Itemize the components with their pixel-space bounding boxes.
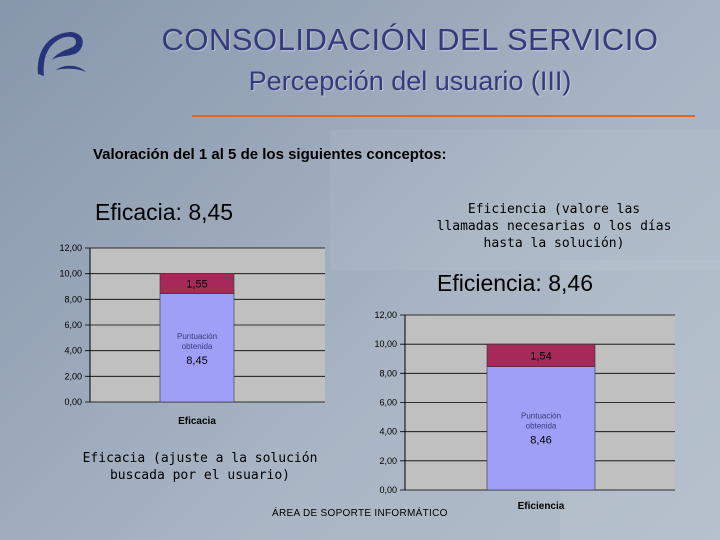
bar-remainder-label: 1,54 xyxy=(530,350,551,362)
eficacia-note: Eficacia (ajuste a la solución buscada p… xyxy=(82,451,318,483)
series-name-label: Puntuación xyxy=(521,411,561,420)
title-divider xyxy=(192,115,695,117)
y-tick-label: 4,00 xyxy=(64,346,82,356)
y-tick-label: 6,00 xyxy=(379,398,397,408)
series-name-label: obtenida xyxy=(182,342,213,351)
eficacia-heading: Eficacia: 8,45 xyxy=(95,199,234,225)
y-tick-label: 12,00 xyxy=(59,243,82,253)
bar-score xyxy=(486,366,596,491)
y-tick-label: 0,00 xyxy=(379,485,397,495)
y-tick-label: 12,00 xyxy=(374,310,397,320)
category-label: Eficiencia xyxy=(518,501,565,512)
bar-score-label: 8,45 xyxy=(186,355,207,367)
y-tick-label: 10,00 xyxy=(374,339,397,349)
y-tick-label: 10,00 xyxy=(59,269,82,279)
category-label: Eficacia xyxy=(178,416,216,427)
eficiencia-chart: 0,00 2,00 4,00 6,00 8,00 10,00 12,00 Puntuación… xyxy=(374,310,675,512)
y-tick-label: 2,00 xyxy=(379,456,397,466)
bar-remainder xyxy=(486,343,596,367)
y-tick-label: 4,00 xyxy=(379,427,397,437)
logo-icon xyxy=(37,32,86,76)
bar-remainder xyxy=(159,273,235,294)
series-name-label: obtenida xyxy=(526,421,557,430)
eficiencia-note: Eficiencia (valore las llamadas necesari… xyxy=(436,202,672,251)
footer-text: ÁREA DE SOPORTE INFORMÁTICO xyxy=(272,508,448,519)
bar-score xyxy=(159,293,235,403)
background-panel-top xyxy=(330,130,720,270)
page-subtitle: Percepción del usuario (III) xyxy=(248,66,572,96)
intro-text: Valoración del 1 al 5 de los siguientes … xyxy=(93,146,447,163)
y-tick-label: 8,00 xyxy=(379,368,397,378)
page-title: CONSOLIDACIÓN DEL SERVICIO xyxy=(161,22,659,57)
bar-remainder-label: 1,55 xyxy=(186,279,207,291)
y-tick-label: 0,00 xyxy=(64,397,82,407)
eficiencia-heading: Eficiencia: 8,46 xyxy=(437,270,593,296)
y-tick-label: 6,00 xyxy=(64,320,82,330)
series-name-label: Puntuación xyxy=(177,332,217,341)
y-tick-label: 8,00 xyxy=(64,294,82,304)
eficacia-chart: 0,00 2,00 4,00 6,00 8,00 10,00 12,00 Puntuación… xyxy=(59,243,325,427)
bar-score-label: 8,46 xyxy=(530,434,551,446)
y-tick-label: 2,00 xyxy=(64,371,82,381)
